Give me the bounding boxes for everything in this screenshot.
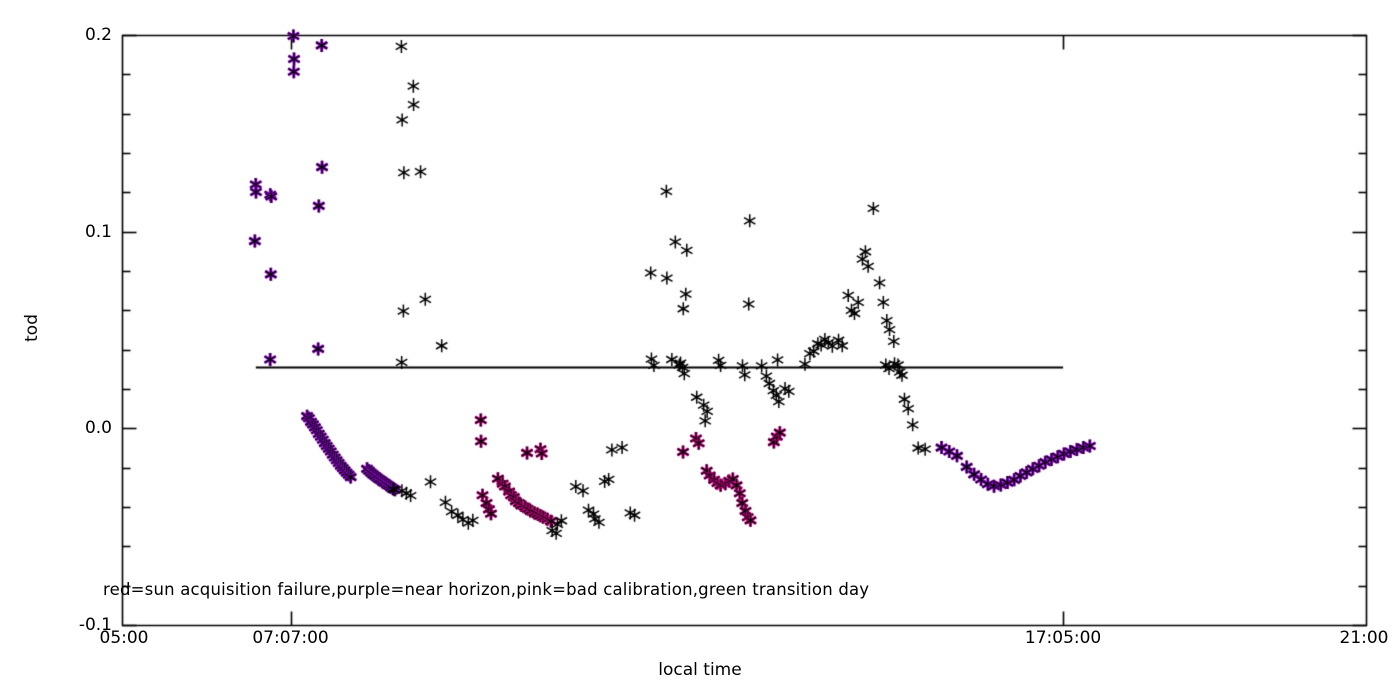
legend-note: red=sun acquisition failure,purple=near … bbox=[103, 580, 870, 599]
y-tick-label: 0.1 bbox=[84, 221, 112, 242]
y-tick-label: -0.1 bbox=[78, 615, 112, 635]
y-tick-label: 0.2 bbox=[84, 25, 112, 45]
x-tick-label: 07:07:00 bbox=[252, 628, 329, 648]
x-tick-label: 21:00 bbox=[1339, 628, 1389, 648]
y-axis-tick-labels: 0.2 0.1 0.0 -0.1 bbox=[40, 0, 112, 700]
x-axis-label: local time bbox=[658, 660, 742, 680]
x-tick-label: 05:00 bbox=[99, 628, 149, 648]
x-tick-label: 17:05:00 bbox=[1024, 628, 1102, 648]
y-axis-label: tod bbox=[21, 314, 42, 342]
y-tick-label: 0.0 bbox=[84, 418, 112, 439]
